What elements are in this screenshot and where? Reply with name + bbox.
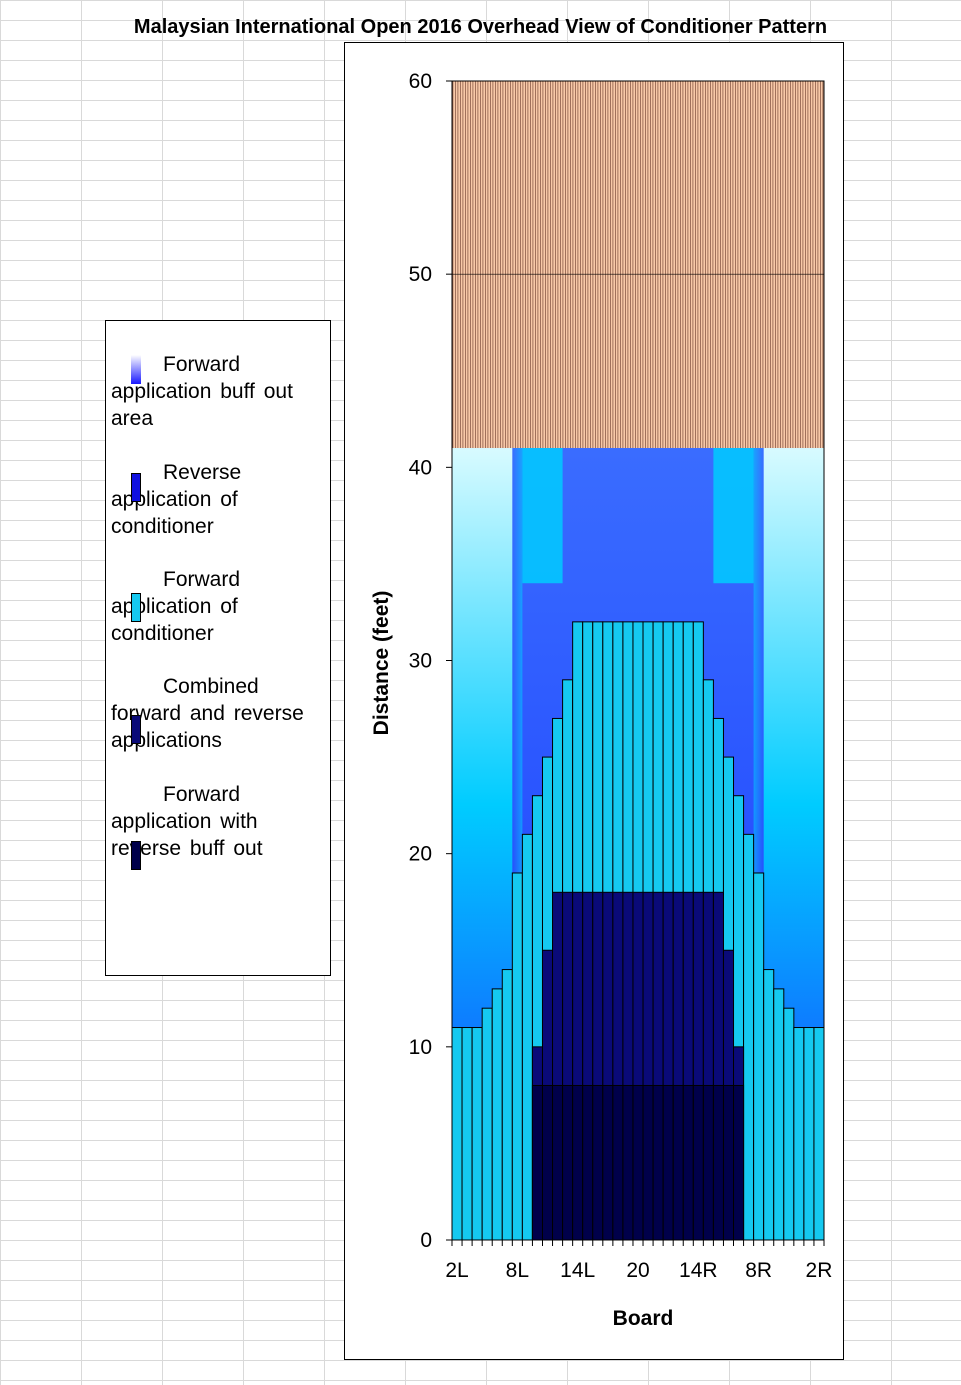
- reverse-buff-bar: [632, 1084, 644, 1241]
- legend-swatch: [131, 473, 141, 502]
- y-axis-title: Distance (feet): [370, 591, 393, 736]
- y-tick-label: 60: [409, 70, 432, 93]
- reverse-buff-bar: [592, 1084, 604, 1241]
- x-tick-label: 8R: [745, 1259, 772, 1282]
- forward-bar: [793, 1027, 805, 1241]
- forward-bar: [773, 988, 785, 1241]
- legend-swatch: [131, 355, 141, 384]
- x-tick-label: 2L: [445, 1259, 468, 1282]
- forward-bar: [763, 969, 775, 1241]
- x-tick-label: 20: [626, 1259, 649, 1282]
- legend-label: Reverse application of conditioner: [111, 461, 242, 538]
- y-tick-label: 20: [409, 843, 432, 866]
- x-tick-label: 2R: [806, 1259, 833, 1282]
- oil-free-region: [452, 81, 824, 449]
- x-axis-title: Board: [613, 1307, 674, 1330]
- legend-label: Combined forward and reverse applications: [111, 675, 304, 752]
- reverse-buff-bar: [722, 1084, 735, 1241]
- forward-bar: [461, 1027, 473, 1241]
- forward-bar: [471, 1027, 483, 1241]
- legend: Forward application buff out area Reverse a…: [105, 320, 331, 976]
- legend-item: Forward application with reverse buff out: [111, 781, 323, 870]
- glow-band-right: [753, 448, 764, 1240]
- forward-bar: [491, 988, 503, 1241]
- legend-item: Forward application buff out area: [111, 351, 323, 432]
- legend-swatch: [131, 715, 141, 744]
- reverse-buff-bar: [552, 1084, 564, 1241]
- legend-label: Forward application with reverse buff out: [111, 783, 263, 860]
- reverse-buff-bar: [541, 1084, 554, 1241]
- legend-swatch: [131, 593, 141, 622]
- forward-bar: [511, 872, 523, 1241]
- forward-bar: [451, 1027, 463, 1241]
- forward-bar: [753, 872, 765, 1241]
- reverse-buff-bar: [682, 1084, 694, 1241]
- forward-bar: [501, 969, 513, 1241]
- x-tick-label: 14L: [560, 1259, 595, 1282]
- forward-bar: [481, 1007, 493, 1241]
- reverse-buff-bar: [662, 1084, 674, 1241]
- forward-bar: [803, 1027, 815, 1241]
- x-tick-label: 14R: [679, 1259, 718, 1282]
- reverse-buff-bar: [602, 1084, 614, 1241]
- reverse-buff-bar: [702, 1084, 714, 1241]
- legend-item: Combined forward and reverse applications: [111, 673, 323, 754]
- reverse-buff-bar: [622, 1084, 634, 1241]
- reverse-buff-bar: [712, 1084, 724, 1241]
- x-tick-label: 8L: [506, 1259, 529, 1282]
- legend-item: Reverse application of conditioner: [111, 459, 323, 540]
- legend-swatch: [131, 841, 141, 870]
- glow-core-left: [522, 448, 563, 584]
- legend-item: Forward application of conditioner: [111, 566, 323, 647]
- reverse-buff-bar: [672, 1084, 684, 1241]
- y-tick-label: 0: [420, 1229, 432, 1252]
- forward-bar: [743, 833, 755, 1241]
- forward-bar: [783, 1007, 795, 1241]
- glow-core-right: [713, 448, 754, 584]
- reverse-buff-bar: [531, 1084, 543, 1241]
- forward-bar: [521, 833, 533, 1241]
- legend-label: Forward application buff out area: [111, 353, 293, 430]
- forward-bar: [813, 1027, 825, 1241]
- glow-band-left: [512, 448, 523, 1240]
- reverse-buff-bar: [582, 1084, 594, 1241]
- reverse-buff-bar: [572, 1084, 584, 1241]
- y-tick-label: 30: [409, 650, 432, 673]
- y-tick-label: 40: [409, 456, 432, 479]
- reverse-buff-bar: [562, 1084, 574, 1241]
- reverse-buff-bar: [642, 1084, 654, 1241]
- legend-label: Forward application of conditioner: [111, 568, 241, 645]
- y-tick-label: 50: [409, 263, 432, 286]
- chart-title: Malaysian International Open 2016 Overhe…: [133, 16, 828, 38]
- y-tick-label: 10: [409, 1036, 432, 1059]
- reverse-buff-bar: [733, 1084, 745, 1241]
- reverse-buff-bar: [652, 1084, 664, 1241]
- reverse-buff-bar: [692, 1084, 704, 1241]
- reverse-buff-bar: [612, 1084, 624, 1241]
